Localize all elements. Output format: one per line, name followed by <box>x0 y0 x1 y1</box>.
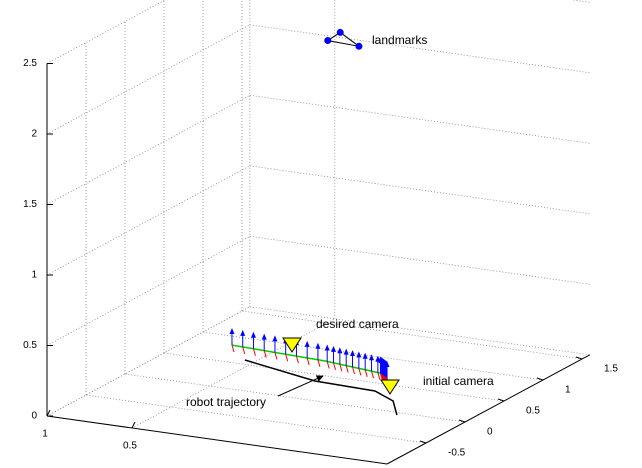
x-arrow <box>252 348 256 356</box>
grid-line <box>241 310 583 360</box>
x-arrow <box>380 373 383 381</box>
z-tick-label: 1 <box>31 270 37 281</box>
grid-line <box>249 165 590 215</box>
z-arrow-head <box>272 335 278 342</box>
x-arrow <box>371 371 375 379</box>
grid-line <box>46 235 250 346</box>
grid-line <box>131 318 335 429</box>
x-arrow <box>377 372 381 380</box>
annotation-arrow <box>277 375 324 397</box>
x-arrow <box>326 361 330 369</box>
x-arrow <box>306 357 310 366</box>
z-arrow-head <box>337 347 343 354</box>
y-tick <box>497 398 505 402</box>
grid-line <box>46 165 250 276</box>
annotation: landmarks <box>372 33 427 47</box>
grid-line <box>46 94 250 205</box>
z-arrow-head <box>350 350 356 357</box>
z-arrow-head <box>362 352 368 359</box>
x-arrow <box>352 366 356 375</box>
x-arrow <box>364 369 368 377</box>
annotation: desired camera <box>316 317 399 331</box>
x-tick-label: 1 <box>42 429 48 440</box>
z-arrow-head <box>240 329 246 336</box>
grid-line <box>249 235 590 285</box>
y-tick-label: 1 <box>565 385 571 396</box>
grid-line <box>249 94 590 144</box>
x-arrow <box>345 365 349 373</box>
landmark <box>355 42 363 50</box>
z-arrow-head <box>384 361 390 368</box>
x-arrow <box>231 344 235 353</box>
x-arrow <box>339 364 343 372</box>
x-tick-label: 0.5 <box>123 441 137 452</box>
x-tick <box>46 409 51 417</box>
z-arrow-head <box>250 331 256 338</box>
x-arrow <box>317 359 321 367</box>
annotation: initial camera <box>423 374 494 388</box>
grid-line <box>124 373 466 423</box>
grid-line <box>570 0 590 3</box>
z-arrow-head <box>324 344 330 351</box>
y-tick <box>536 377 544 381</box>
x-arrow <box>358 368 362 376</box>
y-tick-label: 0.5 <box>526 406 540 417</box>
camera <box>282 337 302 353</box>
y-axis <box>386 354 591 465</box>
y-tick <box>575 356 583 360</box>
z-arrow-head <box>331 345 337 352</box>
grid-line <box>46 24 250 135</box>
landmark <box>324 37 332 45</box>
z-arrow-head <box>229 328 235 335</box>
x-tick <box>131 421 136 429</box>
y-tick <box>419 440 427 444</box>
camera <box>380 379 400 395</box>
z-tick-label: 0.5 <box>23 340 37 351</box>
y-tick <box>458 419 466 423</box>
y-tick-label: 0 <box>487 427 493 438</box>
z-arrow-head <box>369 354 375 361</box>
x-arrow <box>242 346 246 355</box>
x-axis <box>46 415 388 465</box>
z-tick-label: 2.5 <box>23 58 37 69</box>
grid-line <box>202 331 544 381</box>
z-arrow-head <box>315 342 321 349</box>
x-arrow <box>333 362 337 370</box>
landmark-outline <box>326 31 360 47</box>
grid-line <box>163 352 505 402</box>
y-tick-label: 1.5 <box>604 364 618 375</box>
x-arrow <box>274 352 278 360</box>
x-arrow <box>285 354 289 362</box>
trajectory-line <box>231 344 388 379</box>
z-arrow-head <box>356 351 362 358</box>
trajectory-line <box>244 359 398 416</box>
z-arrow-head <box>343 348 349 355</box>
grid-line <box>249 24 590 74</box>
landmark <box>336 28 344 36</box>
z-tick-label: 2 <box>31 129 37 140</box>
x-arrow <box>295 355 299 364</box>
z-arrow-head <box>304 340 310 347</box>
annotation: robot trajectory <box>186 395 266 409</box>
grid-line <box>46 0 166 64</box>
grid-line <box>85 394 427 444</box>
z-tick-label: 1.5 <box>23 199 37 210</box>
grid-line <box>249 306 590 356</box>
y-tick-label: -0.5 <box>448 448 466 459</box>
z-arrow-head <box>261 333 267 340</box>
x-arrow <box>263 350 267 358</box>
z-tick-label: 0 <box>31 411 37 422</box>
